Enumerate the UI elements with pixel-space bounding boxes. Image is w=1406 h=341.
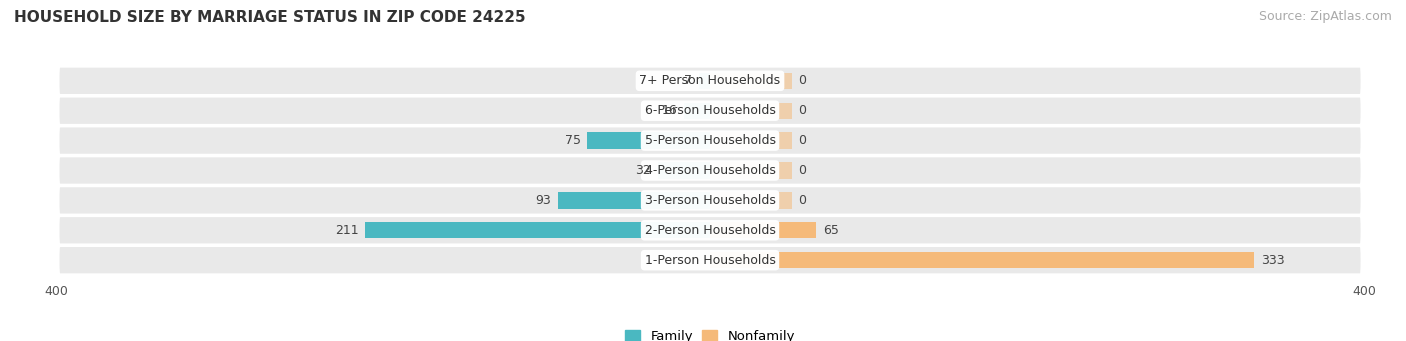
Text: 0: 0 <box>799 104 806 117</box>
FancyBboxPatch shape <box>59 68 1361 94</box>
Bar <box>366 222 710 238</box>
FancyBboxPatch shape <box>59 128 1361 154</box>
FancyBboxPatch shape <box>59 217 1361 243</box>
Text: 0: 0 <box>799 194 806 207</box>
Text: Source: ZipAtlas.com: Source: ZipAtlas.com <box>1258 10 1392 23</box>
Legend: Family, Nonfamily: Family, Nonfamily <box>624 330 796 341</box>
Text: 7+ Person Households: 7+ Person Households <box>640 74 780 87</box>
Text: 1-Person Households: 1-Person Households <box>644 254 776 267</box>
Bar <box>558 192 710 209</box>
Bar <box>710 222 817 238</box>
Bar <box>658 162 710 179</box>
Text: 0: 0 <box>799 164 806 177</box>
FancyBboxPatch shape <box>59 157 1361 184</box>
Bar <box>710 103 792 119</box>
Text: 333: 333 <box>1261 254 1285 267</box>
Text: 16: 16 <box>662 104 678 117</box>
Bar <box>710 162 792 179</box>
Text: 32: 32 <box>636 164 651 177</box>
Bar <box>710 73 792 89</box>
Text: 75: 75 <box>565 134 581 147</box>
Text: 5-Person Households: 5-Person Households <box>644 134 776 147</box>
Bar <box>699 73 710 89</box>
Text: 211: 211 <box>335 224 359 237</box>
Text: 7: 7 <box>685 74 692 87</box>
Bar <box>710 192 792 209</box>
Text: 93: 93 <box>536 194 551 207</box>
Text: 0: 0 <box>799 74 806 87</box>
Text: 3-Person Households: 3-Person Households <box>644 194 776 207</box>
Text: HOUSEHOLD SIZE BY MARRIAGE STATUS IN ZIP CODE 24225: HOUSEHOLD SIZE BY MARRIAGE STATUS IN ZIP… <box>14 10 526 25</box>
Text: 0: 0 <box>799 134 806 147</box>
Text: 6-Person Households: 6-Person Households <box>644 104 776 117</box>
Text: 4-Person Households: 4-Person Households <box>644 164 776 177</box>
Bar <box>588 132 710 149</box>
Bar <box>710 252 1254 268</box>
FancyBboxPatch shape <box>59 98 1361 124</box>
Bar <box>710 132 792 149</box>
Text: 65: 65 <box>823 224 839 237</box>
FancyBboxPatch shape <box>59 187 1361 213</box>
Text: 2-Person Households: 2-Person Households <box>644 224 776 237</box>
FancyBboxPatch shape <box>59 247 1361 273</box>
Bar <box>683 103 710 119</box>
